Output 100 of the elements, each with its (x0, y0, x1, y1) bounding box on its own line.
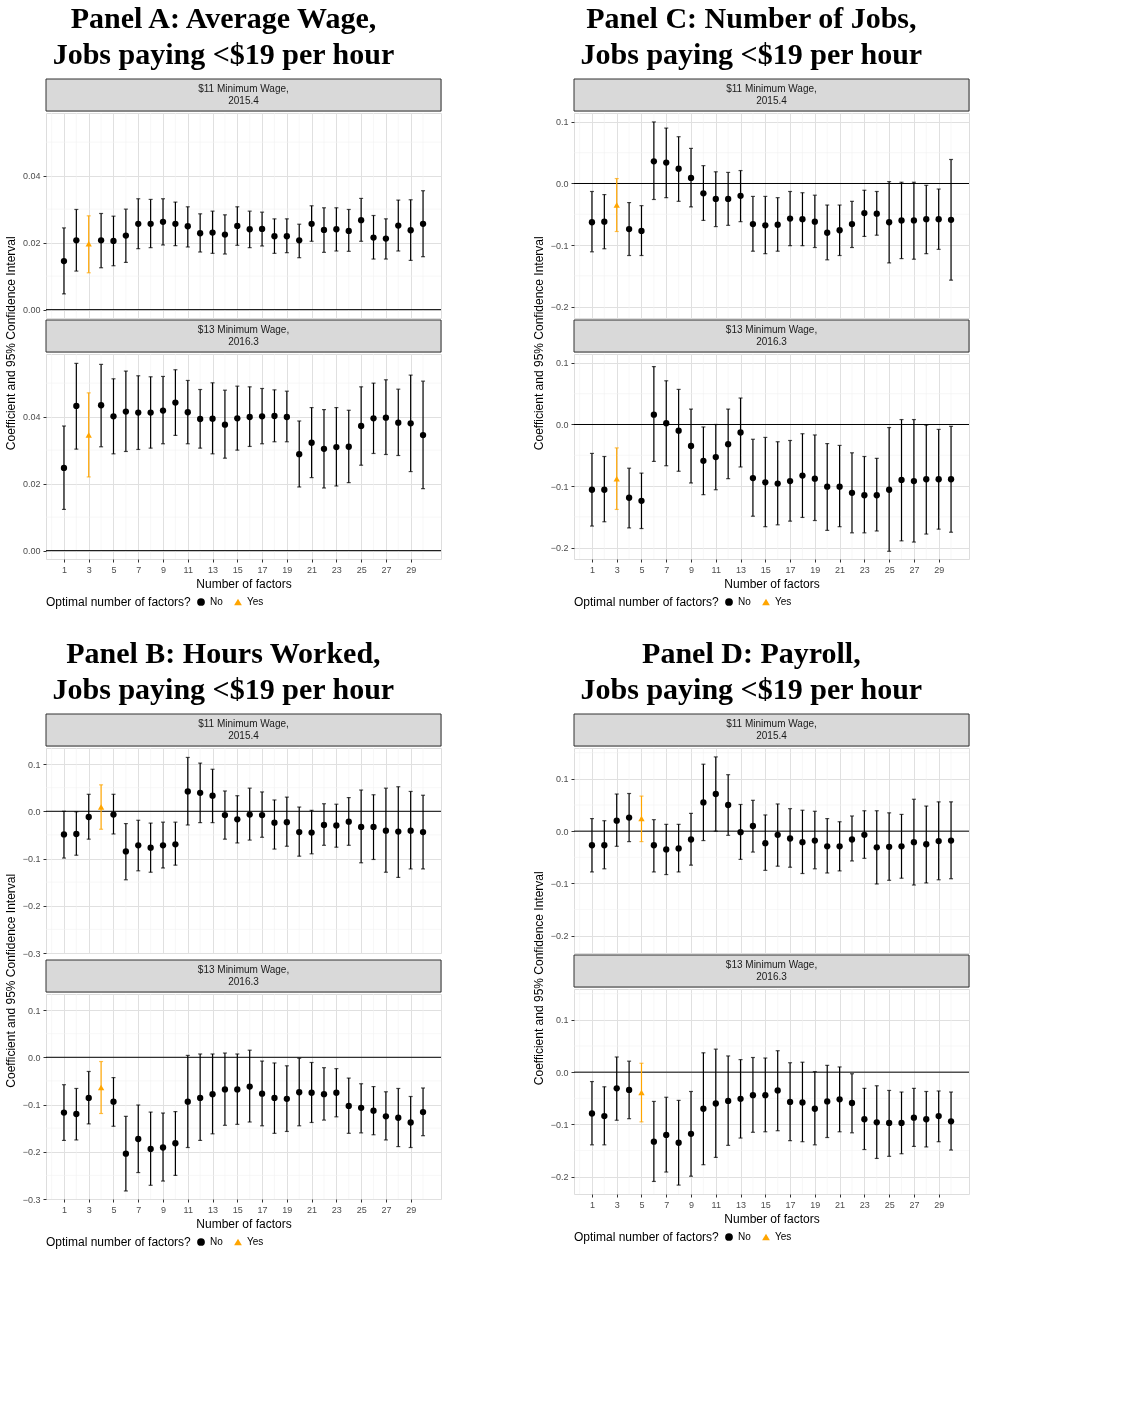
point (650, 842, 658, 849)
point (184, 1098, 191, 1105)
point (923, 841, 930, 848)
y-tick-label: −0.1 (550, 878, 569, 889)
point (135, 220, 142, 228)
point (382, 827, 390, 834)
x-tick-label: 7 (664, 564, 670, 575)
point (700, 457, 707, 464)
point (258, 811, 266, 819)
chart-subtitle: $11 Minimum Wage, 2015.4 (198, 83, 289, 106)
point (97, 804, 105, 810)
point (625, 494, 633, 501)
point (749, 822, 757, 830)
x-tick-label: 11 (183, 1204, 193, 1215)
x-tick-label: 21 (835, 564, 846, 575)
x-axis-title: Number of factors (724, 1211, 820, 1226)
point (283, 413, 290, 421)
point (271, 819, 278, 826)
point (246, 811, 253, 818)
x-tick-label: 11 (711, 564, 721, 575)
x-tick-label: 1 (61, 1204, 67, 1215)
y-tick-label: 0.02 (22, 238, 41, 249)
point (419, 220, 427, 228)
point (675, 845, 682, 852)
point (60, 1109, 68, 1116)
y-axis-title: Coefficient and 95% Confidence Interval (531, 871, 546, 1086)
point (197, 789, 204, 797)
point (320, 445, 328, 452)
point (308, 220, 315, 228)
point (762, 479, 769, 486)
x-tick-label: 1 (589, 564, 595, 575)
chart-title: Panel C: Number of Jobs, Jobs paying <$19 per hour (580, 1, 923, 70)
y-tick-label: 0.1 (27, 1005, 41, 1016)
point (947, 476, 955, 483)
point (737, 829, 744, 836)
point (419, 1108, 427, 1116)
x-tick-label: 7 (136, 564, 142, 575)
point (700, 1105, 707, 1112)
point (296, 451, 303, 458)
y-tick-label: 0.0 (555, 1067, 569, 1078)
legend-label: Yes (247, 596, 264, 607)
point (799, 838, 806, 846)
point (184, 409, 191, 416)
point (258, 225, 266, 233)
point (923, 1116, 930, 1123)
point (333, 1089, 340, 1096)
y-tick-label: −0.2 (550, 931, 569, 942)
point (873, 1119, 880, 1126)
x-tick-label: 3 (614, 1199, 620, 1210)
point (898, 476, 905, 484)
point (159, 842, 167, 849)
point (221, 421, 229, 428)
point (97, 1084, 105, 1091)
y-tick-label: −0.2 (550, 543, 569, 554)
x-tick-label: 5 (639, 564, 645, 575)
point (650, 1138, 658, 1145)
chart-subtitle: $11 Minimum Wage, 2015.4 (726, 718, 817, 741)
point (588, 842, 596, 849)
point (110, 811, 117, 818)
point (197, 230, 204, 237)
x-tick-label: 13 (736, 1199, 747, 1210)
point (935, 1112, 942, 1120)
point (283, 233, 290, 240)
point (898, 843, 905, 850)
x-tick-label: 1 (589, 1199, 595, 1210)
point (663, 846, 670, 853)
point (246, 1083, 253, 1090)
y-tick-label: 0.0 (27, 1052, 41, 1063)
point (382, 235, 390, 242)
point (824, 1098, 831, 1105)
y-tick-label: 0.0 (555, 826, 569, 837)
point (625, 225, 633, 233)
legend-label: Yes (775, 596, 792, 607)
legend-label: No (210, 596, 224, 607)
point (184, 223, 191, 230)
x-tick-label: 7 (136, 1204, 142, 1215)
legend-title: Optimal number of factors? (574, 595, 720, 609)
point (861, 1116, 868, 1123)
point (675, 427, 682, 434)
point (725, 195, 732, 203)
point (588, 486, 596, 493)
x-tick-label: 5 (111, 564, 117, 575)
point (296, 828, 303, 836)
point (824, 843, 831, 850)
point (861, 831, 868, 838)
point (712, 195, 719, 203)
point (836, 227, 843, 234)
chart-title: Panel A: Average Wage, Jobs paying <$19 per hour (52, 1, 395, 70)
x-tick-label: 23 (859, 564, 870, 575)
legend-label: No (738, 596, 752, 607)
point (663, 420, 670, 427)
point (947, 837, 955, 844)
x-tick-label: 21 (307, 564, 318, 575)
point (407, 420, 414, 427)
point (910, 1114, 918, 1121)
x-tick-label: 5 (111, 1204, 117, 1215)
point (73, 1110, 80, 1118)
y-tick-label: −0.1 (550, 1119, 569, 1130)
point (246, 226, 253, 233)
point (97, 237, 105, 244)
